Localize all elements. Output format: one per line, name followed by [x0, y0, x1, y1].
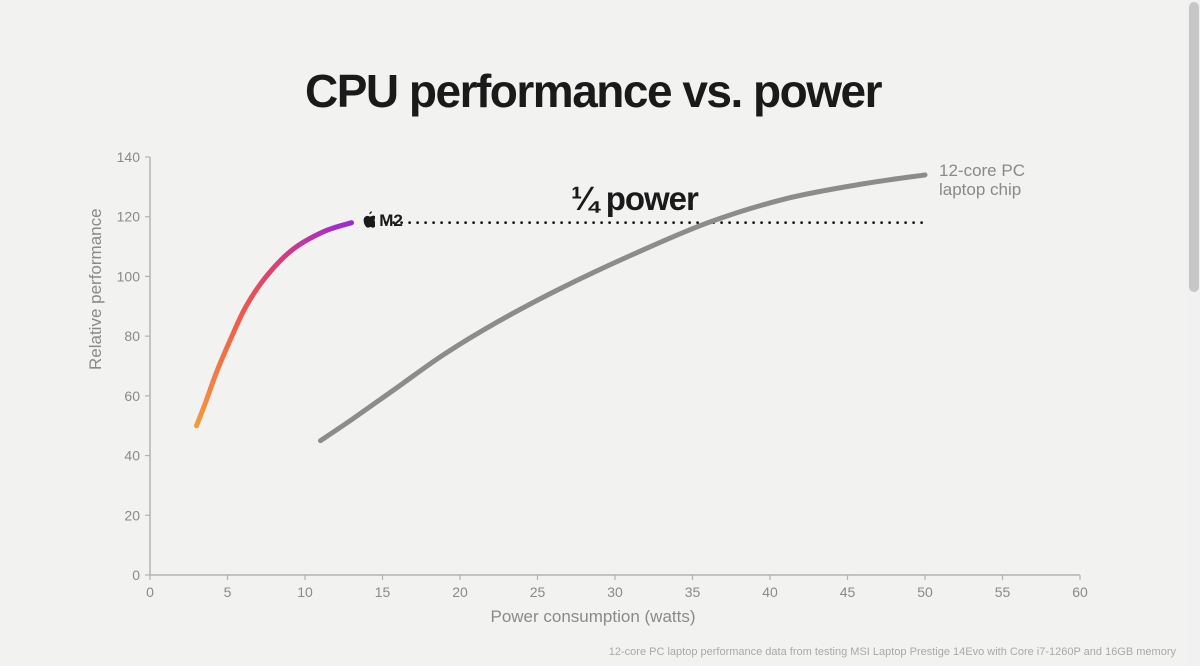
x-tick-label: 15	[375, 584, 391, 600]
m2-curve	[197, 223, 352, 426]
x-tick-label: 0	[146, 584, 154, 600]
x-tick-label: 30	[607, 584, 623, 600]
y-tick-label: 20	[124, 507, 140, 523]
y-axis-label: Relative performance	[86, 208, 106, 370]
apple-logo-icon	[360, 211, 375, 233]
x-tick-label: 50	[917, 584, 933, 600]
x-tick-label: 10	[297, 584, 313, 600]
x-tick-label: 40	[762, 584, 778, 600]
y-tick-label: 120	[117, 209, 141, 225]
x-tick-label: 60	[1072, 584, 1088, 600]
y-tick-label: 100	[117, 268, 141, 284]
x-tick-label: 25	[530, 584, 546, 600]
m2-label-text: M2	[379, 211, 403, 230]
footnote-text: 12-core PC laptop performance data from …	[609, 646, 1176, 658]
x-tick-label: 20	[452, 584, 468, 600]
y-tick-label: 80	[124, 328, 140, 344]
x-tick-label: 35	[685, 584, 701, 600]
x-tick-label: 55	[995, 584, 1011, 600]
x-tick-label: 45	[840, 584, 856, 600]
y-tick-label: 140	[117, 149, 141, 165]
dotted-reference-line	[384, 221, 923, 224]
quarter-power-callout: ¼ power	[571, 180, 698, 218]
m2-series-label: M2	[360, 211, 403, 233]
x-axis-label: Power consumption (watts)	[0, 607, 1186, 627]
chart-canvas: 0 20 40 60 80 100 120 140 0 5 10 15 20 25 30 35 40 45 50 55…	[0, 0, 1200, 666]
y-tick-label: 60	[124, 388, 140, 404]
pc-series-label: 12-core PClaptop chip	[939, 161, 1025, 200]
page: CPU performance vs. power 02040608010012…	[0, 0, 1200, 666]
x-tick-label: 5	[224, 584, 232, 600]
y-tick-label: 0	[132, 567, 140, 583]
y-tick-label: 40	[124, 448, 140, 464]
